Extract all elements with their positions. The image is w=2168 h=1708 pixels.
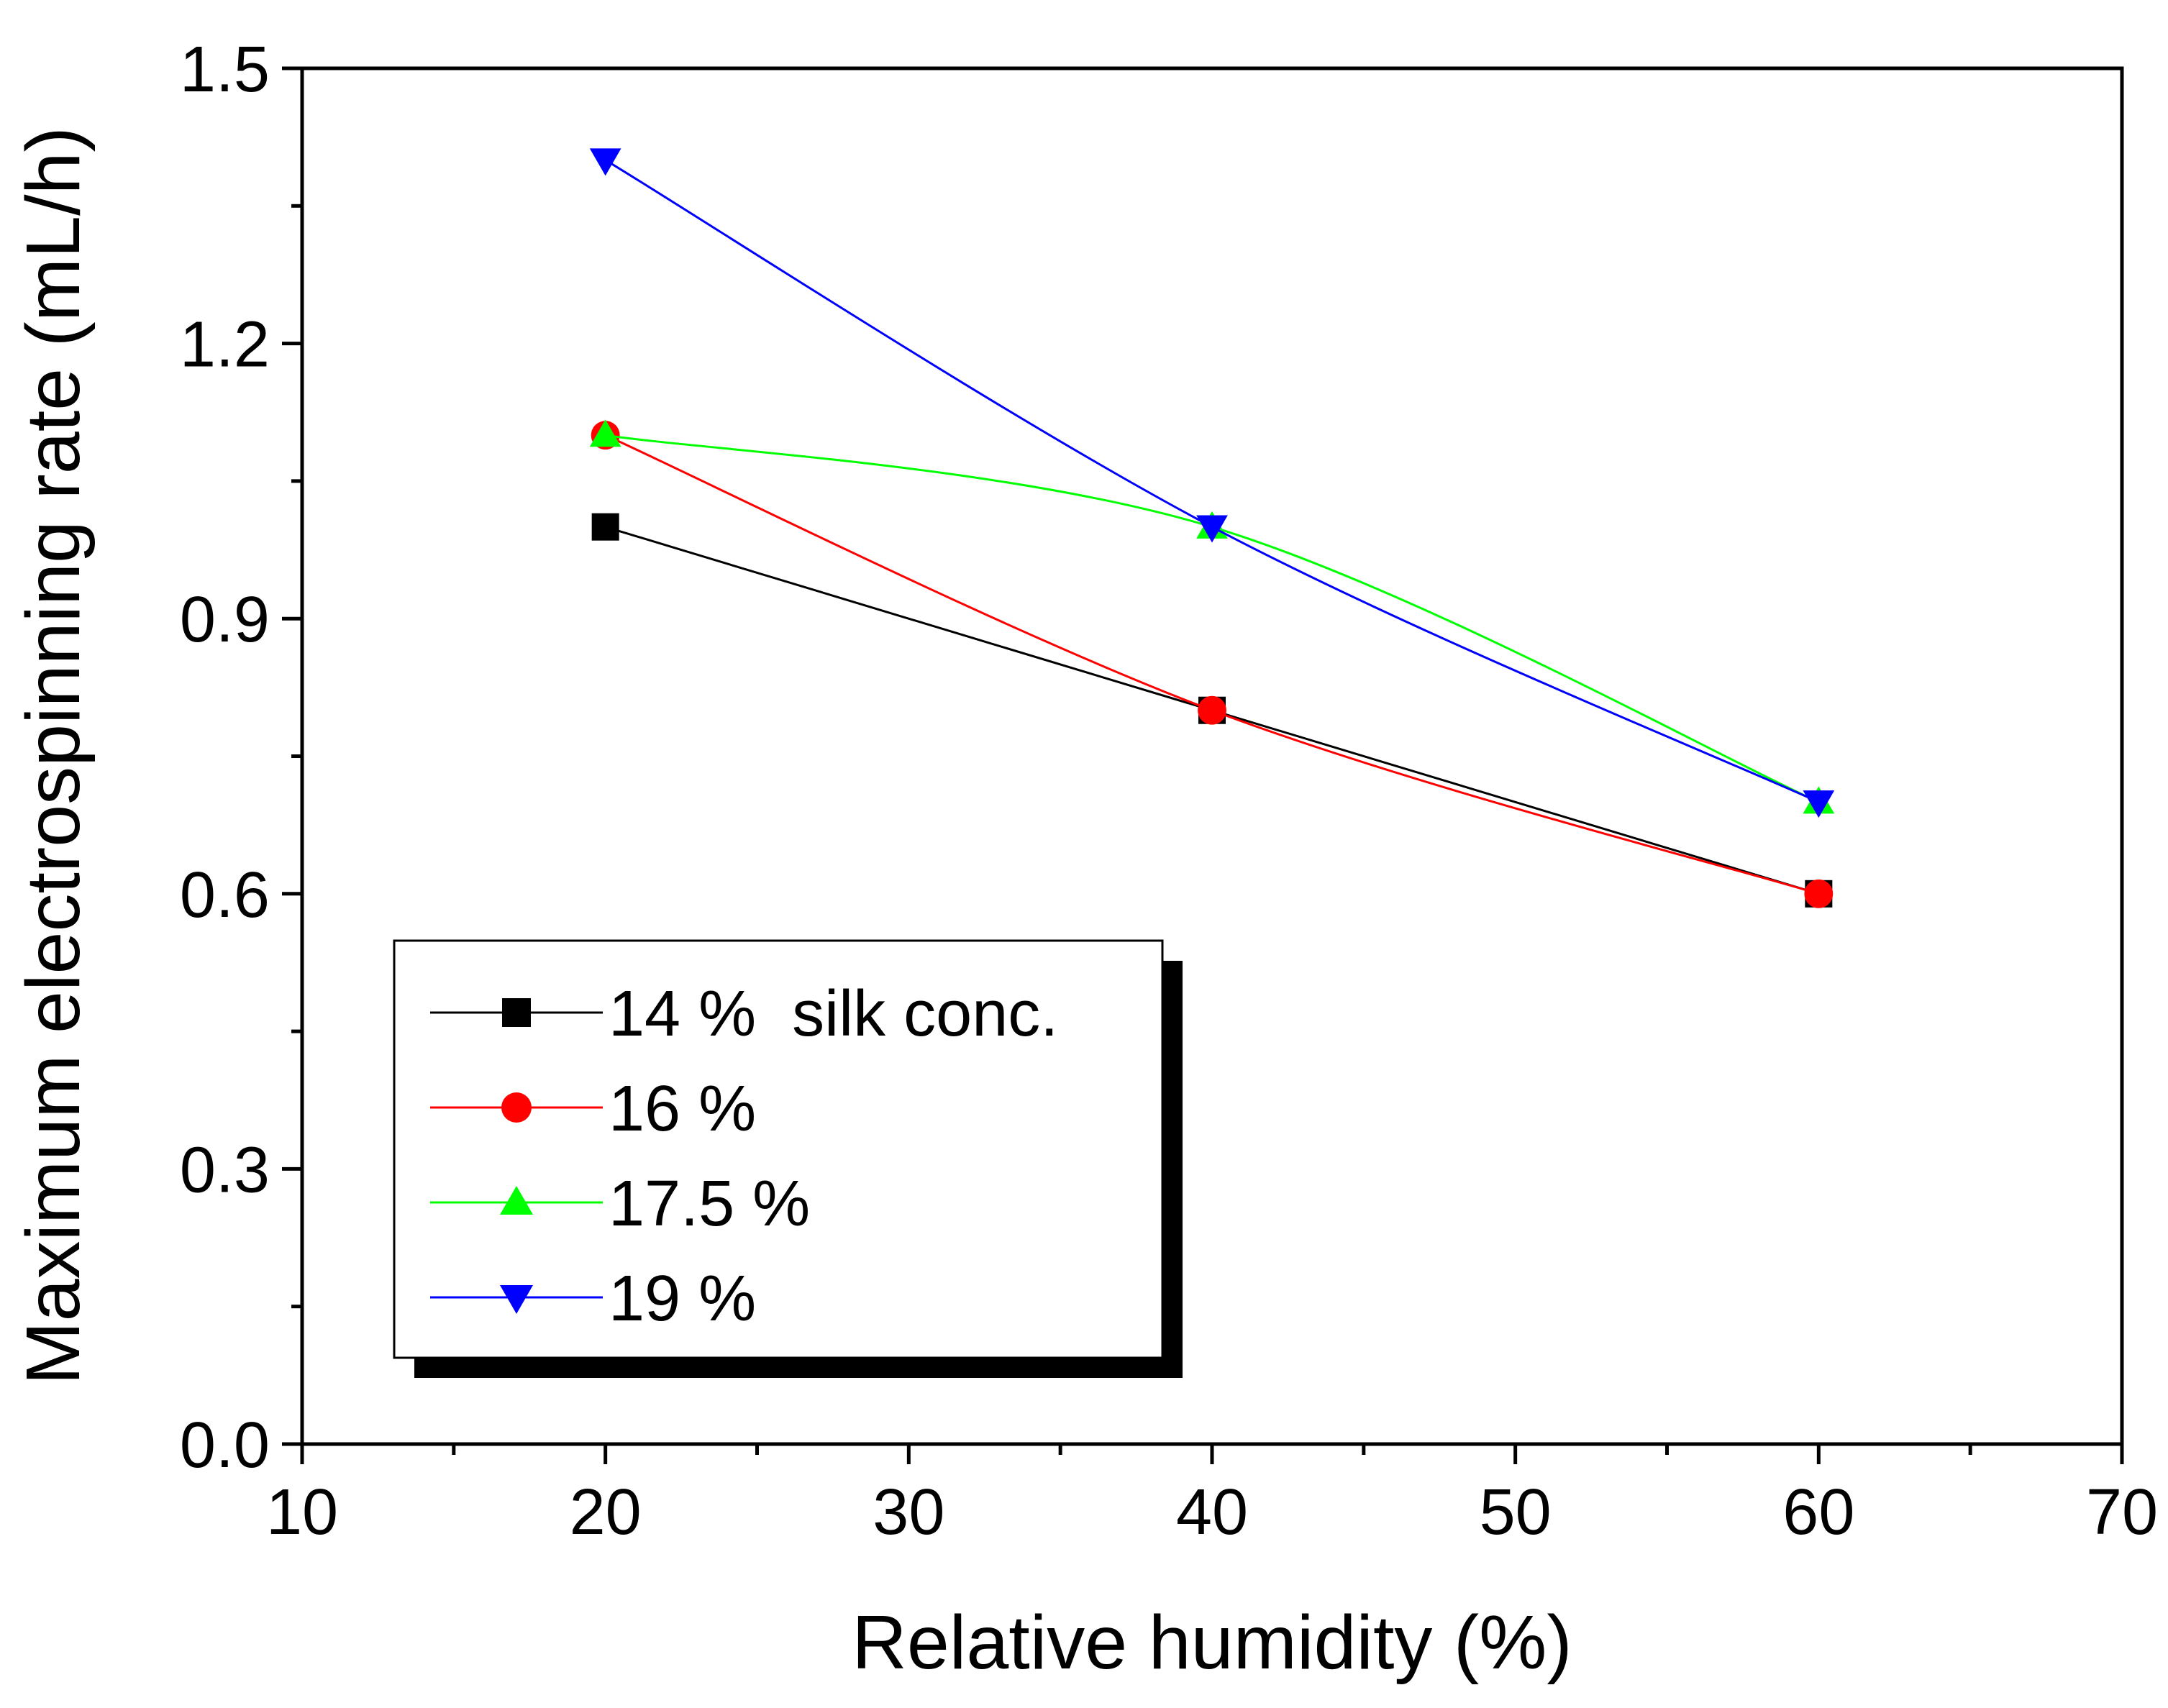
- triangle-down-marker: [589, 148, 621, 176]
- legend-label: 19 %: [609, 1263, 756, 1335]
- y-tick-label: 0.6: [180, 859, 270, 931]
- legend-label: 17.5 %: [609, 1168, 810, 1240]
- legend-triangle-down-marker: [500, 1285, 533, 1314]
- legend: 14 % silk conc. 16 % 17.5 % 19 %: [393, 939, 1183, 1378]
- legend-label: 14 % silk conc.: [609, 978, 1058, 1050]
- triangle-down-marker: [1803, 790, 1835, 818]
- x-axis: 10 20 30 40 50 60 70: [266, 1444, 2158, 1548]
- legend-item: 17.5 %: [430, 1168, 810, 1240]
- x-tick-label: 70: [2086, 1476, 2158, 1548]
- triangle-up-marker: [589, 419, 621, 447]
- y-tick-label: 0.9: [180, 584, 270, 656]
- legend-circle-marker: [501, 1092, 532, 1123]
- x-tick-label: 30: [873, 1476, 944, 1548]
- x-axis-title: Relative humidity (%): [852, 1600, 1572, 1685]
- circle-marker: [1198, 695, 1226, 725]
- legend-item: 14 % silk conc.: [430, 978, 1058, 1050]
- y-tick-label: 0.0: [180, 1410, 270, 1481]
- series-3: [589, 148, 1835, 818]
- x-tick-label: 10: [266, 1476, 338, 1548]
- legend-item: 16 %: [430, 1073, 756, 1145]
- legend-item: 19 %: [430, 1263, 756, 1335]
- y-tick-label: 1.2: [180, 309, 270, 381]
- y-tick-label: 0.3: [180, 1134, 270, 1206]
- triangle-down-marker: [1196, 515, 1228, 543]
- legend-label: 16 %: [609, 1073, 756, 1145]
- y-axis-title: Maximum electrospinning rate (mL/h): [11, 127, 96, 1385]
- series-layer: [589, 148, 1835, 908]
- square-marker: [591, 513, 619, 541]
- y-tick-label: 1.5: [180, 34, 270, 106]
- x-tick-label: 50: [1480, 1476, 1552, 1548]
- legend-triangle-up-marker: [500, 1186, 533, 1215]
- legend-square-marker: [502, 998, 531, 1027]
- x-tick-label: 60: [1782, 1476, 1854, 1548]
- y-axis: 0.0 0.3 0.6 0.9 1.2 1.5: [180, 34, 302, 1481]
- x-tick-label: 20: [570, 1476, 642, 1548]
- x-tick-label: 40: [1176, 1476, 1248, 1548]
- circle-marker: [1804, 879, 1834, 908]
